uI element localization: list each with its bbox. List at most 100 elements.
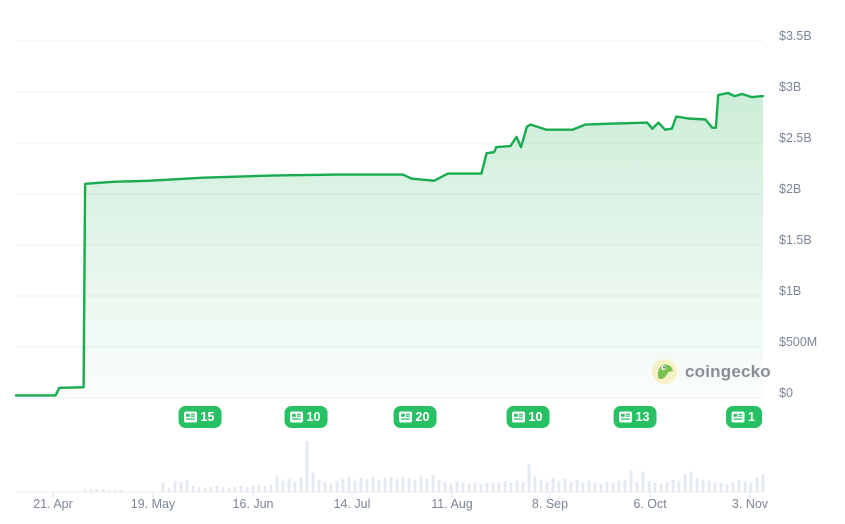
volume-bar <box>497 482 501 492</box>
volume-bar <box>587 480 591 492</box>
volume-bar <box>551 477 555 492</box>
volume-bar <box>677 480 681 492</box>
volume-bar <box>167 487 171 492</box>
volume-bar <box>233 486 237 492</box>
x-axis-label: 21. Apr <box>33 497 73 511</box>
news-icon <box>290 411 304 423</box>
volume-bar <box>335 480 339 492</box>
event-badge[interactable]: 20 <box>393 406 437 428</box>
price-area <box>16 93 763 398</box>
event-badge[interactable]: 1 <box>726 406 762 428</box>
volume-bar <box>569 481 573 492</box>
volume-bar <box>617 480 621 492</box>
y-axis-label: $3.5B <box>779 29 812 43</box>
volume-bar <box>755 477 759 492</box>
volume-bar <box>365 478 369 492</box>
volume-bar <box>377 479 381 492</box>
volume-bar <box>707 480 711 492</box>
volume-bar <box>659 483 663 492</box>
coingecko-watermark[interactable]: coingecko <box>651 358 771 385</box>
volume-bar <box>101 489 105 492</box>
volume-bar <box>251 485 255 492</box>
volume-bars <box>83 441 765 492</box>
volume-bar <box>227 487 231 492</box>
volume-bar <box>341 478 345 492</box>
volume-bar <box>161 482 165 492</box>
volume-bar <box>479 483 483 492</box>
x-axis-label: 19. May <box>130 497 176 511</box>
volume-bar <box>287 478 291 492</box>
volume-bar <box>449 483 453 492</box>
volume-bar <box>95 488 99 492</box>
y-axis-label: $3B <box>779 80 802 94</box>
volume-bar <box>611 482 615 492</box>
volume-bar <box>425 478 429 492</box>
volume-bar <box>485 482 489 492</box>
event-badge-count: 10 <box>528 410 543 424</box>
x-axis-label: 11. Aug <box>431 497 473 511</box>
y-axis-label: $0 <box>779 386 793 400</box>
x-axis-label: 3. Nov <box>731 497 769 511</box>
y-axis-label: $2B <box>779 182 802 196</box>
event-badge-count: 10 <box>306 410 321 424</box>
volume-bar <box>293 481 297 492</box>
volume-bar <box>467 483 471 492</box>
volume-bar <box>437 479 441 492</box>
volume-bar <box>281 480 285 492</box>
news-icon <box>512 411 526 423</box>
volume-bar <box>539 479 543 492</box>
volume-bar <box>545 481 549 492</box>
volume-bar <box>347 476 351 492</box>
volume-bar <box>323 481 327 492</box>
x-axis-tick-marks <box>52 492 751 498</box>
volume-bar <box>713 481 717 492</box>
volume-bar <box>521 481 525 492</box>
volume-bar <box>239 485 243 492</box>
volume-bar <box>83 489 87 492</box>
volume-bar <box>725 483 729 492</box>
volume-bar <box>173 480 177 492</box>
event-badge[interactable]: 13 <box>613 406 657 428</box>
volume-bar <box>641 471 645 492</box>
volume-bar <box>737 479 741 492</box>
volume-bar <box>455 481 459 492</box>
volume-bar <box>563 478 567 492</box>
volume-bar <box>329 483 333 492</box>
event-badge[interactable]: 10 <box>506 406 550 428</box>
volume-bar <box>635 481 639 492</box>
news-icon <box>619 411 633 423</box>
volume-bar <box>431 474 435 492</box>
volume-bar <box>221 486 225 492</box>
volume-bar <box>605 481 609 492</box>
volume-bar <box>599 483 603 492</box>
volume-bar <box>407 477 411 492</box>
volume-bar <box>119 490 123 492</box>
event-badge-count: 1 <box>748 410 755 424</box>
coingecko-wordmark: coingecko <box>685 361 771 381</box>
volume-bar <box>305 441 309 492</box>
volume-bar <box>503 480 507 492</box>
volume-bar <box>257 484 261 492</box>
volume-bar <box>629 470 633 492</box>
volume-bar <box>245 486 249 492</box>
volume-bar <box>197 486 201 492</box>
volume-bar <box>311 472 315 492</box>
event-badge-count: 13 <box>635 410 650 424</box>
volume-bar <box>527 463 531 492</box>
coingecko-logo-icon <box>651 358 678 385</box>
volume-bar <box>653 482 657 492</box>
volume-bar <box>215 485 219 492</box>
volume-bar <box>701 479 705 492</box>
event-badge[interactable]: 15 <box>178 406 222 428</box>
volume-bar <box>647 480 651 492</box>
volume-bar <box>593 482 597 492</box>
volume-bar <box>203 487 207 492</box>
volume-bar <box>185 479 189 492</box>
event-badge[interactable]: 10 <box>284 406 328 428</box>
volume-bar <box>671 479 675 492</box>
volume-bar <box>623 479 627 492</box>
volume-bar <box>395 478 399 492</box>
volume-bar <box>413 479 417 492</box>
